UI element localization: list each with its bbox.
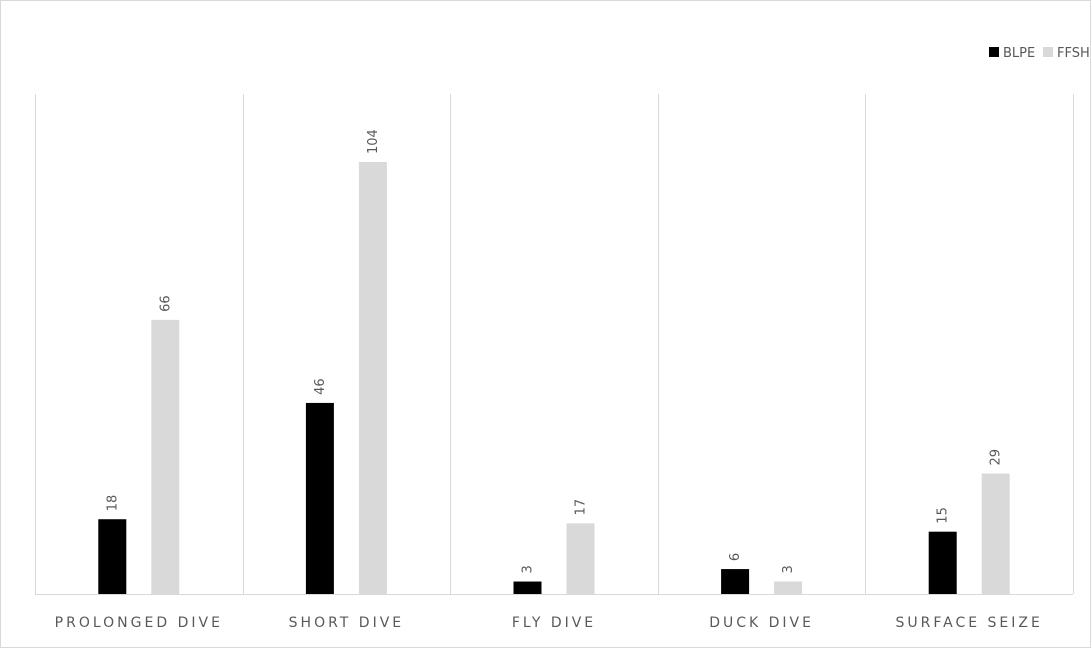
data-label: 3 — [781, 565, 796, 573]
category-tick-label: DUCK DIVE — [709, 615, 814, 631]
data-label: 17 — [574, 499, 589, 516]
data-label: 29 — [989, 449, 1004, 466]
bars — [98, 162, 1010, 594]
data-label: 46 — [313, 378, 328, 395]
legend: BLPE FFSH — [989, 46, 1090, 61]
category-tick-label: FLY DIVE — [512, 615, 596, 631]
bar-ffsh-duck-dive — [774, 581, 803, 594]
bar-blpe-fly-dive — [513, 581, 542, 594]
category-tick-label: SURFACE SEIZE — [896, 615, 1043, 631]
legend-label-ffsh: FFSH — [1057, 46, 1090, 61]
legend-swatch-ffsh — [1043, 47, 1053, 57]
bar-ffsh-fly-dive — [566, 523, 595, 594]
category-tick-label: SHORT DIVE — [289, 615, 404, 631]
data-label: 6 — [728, 553, 743, 561]
bar-ffsh-surface-seize — [981, 473, 1010, 594]
category-tick-label: PROLONGED DIVE — [55, 615, 223, 631]
bar-blpe-surface-seize — [928, 531, 957, 594]
legend-swatch-blpe — [989, 47, 999, 57]
legend-label-blpe: BLPE — [1003, 46, 1035, 61]
category-tick-labels: PROLONGED DIVE SHORT DIVE FLY DIVE DUCK DIV… — [55, 615, 1043, 631]
bar-ffsh-prolonged-dive — [151, 319, 180, 594]
bar-blpe-prolonged-dive — [98, 519, 127, 594]
category-separators — [35, 94, 1074, 594]
bar-ffsh-short-dive — [358, 162, 387, 594]
data-label: 15 — [936, 507, 951, 524]
bar-blpe-short-dive — [305, 402, 334, 594]
data-label: 3 — [521, 565, 536, 573]
bar-blpe-duck-dive — [721, 569, 750, 594]
data-label: 104 — [366, 129, 381, 154]
data-labels: 18 66 46 104 3 17 6 3 15 29 — [105, 129, 1003, 573]
data-label: 66 — [158, 295, 173, 312]
data-label: 18 — [105, 495, 120, 512]
